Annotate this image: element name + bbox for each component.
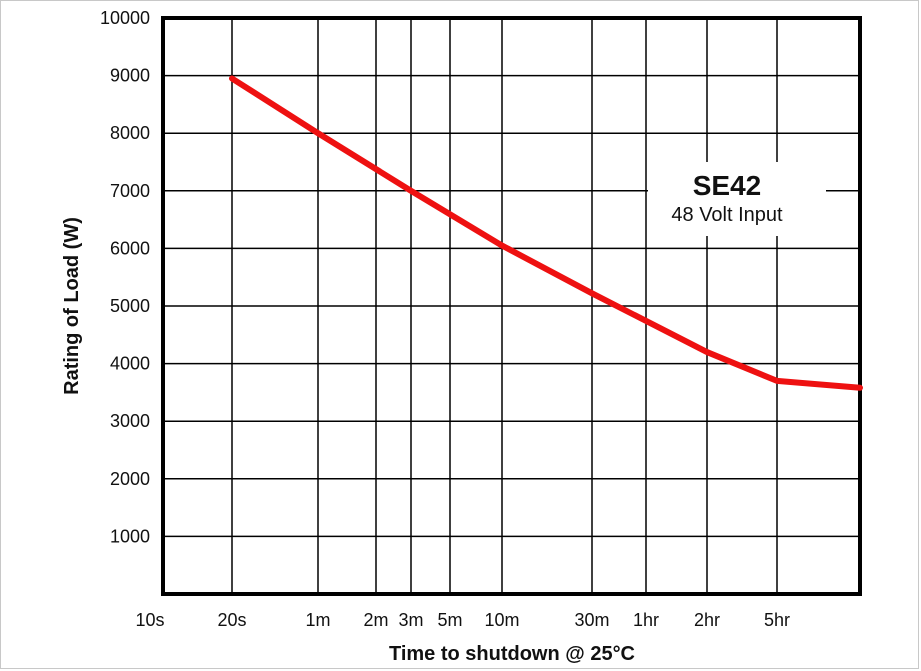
y-tick-label: 9000 [110,66,150,86]
y-tick-label: 7000 [110,181,150,201]
series-line [229,75,863,391]
annotation-title: SE42 [693,170,762,201]
x-tick-label: 5m [437,610,462,630]
y-axis-label: Rating of Load (W) [61,217,83,395]
x-tick-label: 2hr [694,610,720,630]
y-tick-label: 8000 [110,123,150,143]
x-tick-label: 1hr [633,610,659,630]
x-tick-label: 10s [135,610,164,630]
y-tick-label: 3000 [110,411,150,431]
x-tick-label: 5hr [764,610,790,630]
x-axis-label: Time to shutdown @ 25°C [389,643,635,665]
x-tick-label: 1m [305,610,330,630]
y-tick-label: 1000 [110,526,150,546]
y-tick-label: 6000 [110,238,150,258]
y-tick-label: 4000 [110,354,150,374]
y-tick-labels: 1000 2000 3000 4000 5000 6000 7000 8000 9000 1000… [100,8,150,546]
x-tick-label: 2m [363,610,388,630]
x-tick-label: 20s [217,610,246,630]
x-tick-label: 3m [398,610,423,630]
plot-border [161,16,862,596]
x-tick-label: 10m [484,610,519,630]
annotation-box [648,162,826,236]
x-tick-labels: 10s 20s 1m 2m 3m 5m 10m 30m 1hr 2hr 5hr [135,610,790,630]
annotation-subtitle: 48 Volt Input [671,204,783,226]
x-tick-label: 30m [574,610,609,630]
y-tick-label: 5000 [110,296,150,316]
y-tick-label: 10000 [100,8,150,28]
y-tick-label: 2000 [110,469,150,489]
grid-lines [163,18,860,594]
